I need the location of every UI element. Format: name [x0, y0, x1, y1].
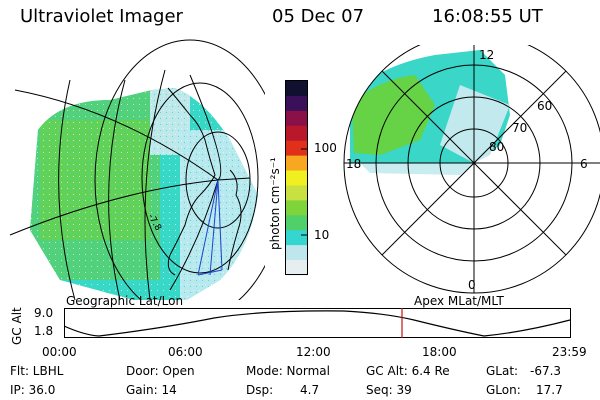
polar-emission-map: [350, 50, 510, 175]
info-ip: IP: 36.0: [10, 383, 56, 397]
mlt-label-6: 6: [580, 157, 588, 171]
colorbar: [285, 80, 308, 276]
info-mode: Mode: Normal: [246, 364, 330, 378]
colorbar-band: [286, 81, 307, 97]
colorbar-band: [286, 200, 307, 216]
x-tick-0600: 06:00: [168, 345, 203, 359]
polar-grid: [343, 45, 600, 294]
colorbar-band: [286, 95, 307, 112]
mlat-label-80: 80: [489, 140, 505, 154]
info-seq: Seq: 39: [366, 383, 412, 397]
satellite-footprint: [197, 179, 223, 276]
coastline-east: [227, 169, 242, 271]
colorbar-band: [286, 185, 307, 201]
info-gc-alt: GC Alt: 6.4 Re: [366, 364, 450, 378]
altitude-ymin: 1.8: [34, 324, 54, 338]
mlat-label-70: 70: [512, 121, 528, 135]
info-filter: Flt: LBHL: [10, 364, 64, 378]
colorbar-band: [286, 215, 307, 231]
info-door: Door: Open: [126, 364, 195, 378]
coastline: [167, 87, 216, 276]
info-gain: Gain: 14: [126, 383, 177, 397]
colorbar-band: [286, 230, 307, 246]
colorbar-unit-label: photon cm⁻²s⁻¹: [268, 157, 282, 250]
colorbar-tick-100: 100: [314, 141, 337, 155]
info-dsp-label: Dsp:: [246, 383, 274, 397]
colorbar-band: [286, 140, 307, 157]
geographic-emission-map: [30, 88, 258, 300]
colorbar-band: [286, 170, 307, 186]
colorbar-band: [286, 260, 307, 276]
colorbar-band: [286, 245, 307, 261]
mlt-label-18: 18: [346, 157, 362, 171]
geo-grid-lines: [9, 39, 265, 300]
geographic-panel-label: Geographic Lat/Lon: [66, 294, 184, 308]
x-tick-1800: 18:00: [422, 345, 457, 359]
mlat-label-60: 60: [537, 99, 553, 113]
colorbar-band: [286, 125, 307, 142]
colorbar-band: [286, 110, 307, 127]
x-tick-2359: 23:59: [552, 345, 587, 359]
altitude-ylabel: GC Alt: [10, 307, 24, 345]
info-glat-label: GLat:: [486, 364, 519, 378]
altitude-plot: [64, 308, 571, 338]
geographic-image-panel: -7.8: [9, 39, 265, 300]
date-label: 05 Dec 07: [272, 6, 365, 27]
altitude-curve: [64, 310, 571, 337]
altitude-ymax: 9.0: [34, 306, 54, 320]
info-glon-label: GLon:: [486, 383, 521, 397]
instrument-title: Ultraviolet Imager: [20, 6, 183, 27]
apex-panel-label: Apex MLat/MLT: [414, 294, 504, 308]
colorbar-band: [286, 155, 307, 172]
mlt-label-0: 0: [468, 278, 476, 292]
x-tick-1200: 12:00: [296, 345, 331, 359]
mlt-label-12: 12: [479, 48, 495, 62]
polar-mlat-mlt-plot: [343, 45, 600, 294]
info-glon-value: 17.7: [536, 383, 563, 397]
colorbar-tick-10: 10: [314, 228, 330, 242]
info-glat-value: -67.3: [530, 364, 562, 378]
time-label: 16:08:55 UT: [432, 6, 543, 27]
info-dsp-value: 4.7: [300, 383, 320, 397]
x-tick-0000: 00:00: [42, 345, 77, 359]
